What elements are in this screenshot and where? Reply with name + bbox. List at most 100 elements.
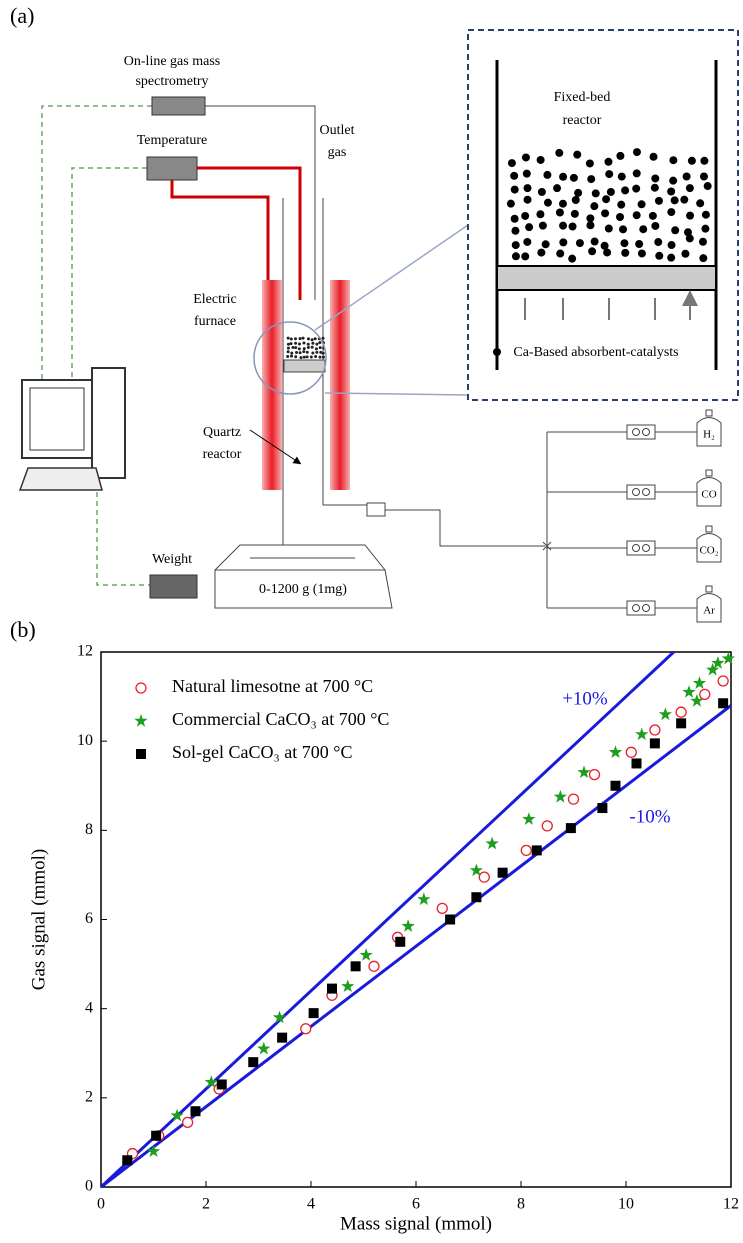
point bbox=[531, 845, 542, 856]
point bbox=[522, 812, 536, 825]
x-tick-label: 6 bbox=[412, 1196, 420, 1213]
point bbox=[676, 718, 687, 729]
point bbox=[717, 675, 729, 687]
point bbox=[417, 892, 431, 906]
point bbox=[520, 844, 532, 857]
point bbox=[300, 1023, 312, 1035]
label: Electric bbox=[193, 292, 237, 307]
point bbox=[395, 936, 406, 947]
point bbox=[608, 745, 623, 758]
x-tick-label: 12 bbox=[723, 1196, 739, 1213]
point bbox=[718, 698, 729, 709]
point bbox=[436, 902, 448, 915]
point bbox=[478, 871, 490, 883]
x-tick-label: 8 bbox=[517, 1196, 525, 1213]
point bbox=[308, 1008, 319, 1019]
label: gas bbox=[328, 145, 347, 160]
label: Fixed-bed bbox=[554, 90, 611, 105]
point bbox=[190, 1106, 201, 1117]
point bbox=[658, 707, 672, 721]
point bbox=[204, 1075, 218, 1088]
legend-label: Commercial CaCO₃ at 700 °C bbox=[172, 709, 389, 729]
label: reactor bbox=[563, 113, 602, 128]
point bbox=[706, 662, 720, 676]
panel-label: (a) bbox=[10, 3, 34, 28]
label: 0-1200 g (1mg) bbox=[259, 582, 347, 597]
x-axis-label: Mass signal (mmol) bbox=[340, 1213, 492, 1234]
point bbox=[553, 789, 567, 803]
label: Ca-Based absorbent-catalysts bbox=[513, 345, 678, 360]
point bbox=[692, 676, 707, 689]
setup-diagram: (a) On-line gas mass spectrometry Temperat… bbox=[10, 3, 739, 623]
point bbox=[541, 820, 553, 832]
point bbox=[649, 724, 661, 736]
y-tick-label: 0 bbox=[85, 1178, 93, 1195]
point bbox=[690, 694, 704, 707]
label: Weight bbox=[152, 552, 192, 567]
gas-label: H₂ bbox=[703, 429, 715, 441]
x-tick-label: 0 bbox=[97, 1196, 105, 1213]
point bbox=[368, 960, 380, 972]
point bbox=[485, 836, 499, 850]
chart: (b) 0 2 4 6 8 10 12 0 2 4 6 8 10 12 Mass signal (mmol) G… bbox=[10, 617, 739, 1234]
gas-label: Ar bbox=[703, 605, 715, 617]
y-tick-label: 2 bbox=[85, 1089, 93, 1106]
point bbox=[170, 1108, 184, 1122]
point bbox=[272, 1010, 287, 1024]
label: Temperature bbox=[137, 133, 208, 148]
point bbox=[577, 765, 591, 778]
point bbox=[721, 651, 735, 665]
point bbox=[565, 823, 576, 834]
point bbox=[359, 948, 373, 961]
label: On-line gas mass bbox=[124, 54, 220, 69]
point bbox=[682, 685, 696, 698]
point bbox=[122, 1155, 133, 1166]
y-tick-label: 10 bbox=[77, 732, 93, 749]
y-tick-label: 12 bbox=[77, 643, 93, 660]
y-tick-label: 8 bbox=[85, 821, 93, 838]
y-tick-label: 6 bbox=[85, 910, 93, 927]
point bbox=[635, 727, 649, 741]
x-tick-label: 4 bbox=[307, 1196, 315, 1213]
point bbox=[248, 1057, 259, 1068]
point bbox=[341, 979, 355, 992]
label: furnace bbox=[194, 314, 236, 329]
point bbox=[567, 793, 580, 805]
point bbox=[401, 919, 415, 932]
y-tick-label: 4 bbox=[85, 999, 93, 1016]
legend-label: Sol-gel CaCO₃ at 700 °C bbox=[172, 742, 352, 762]
point bbox=[469, 863, 483, 877]
point bbox=[675, 706, 687, 718]
point bbox=[151, 1130, 162, 1141]
point bbox=[631, 758, 642, 769]
point bbox=[181, 1116, 194, 1129]
x-tick-label: 2 bbox=[202, 1196, 210, 1213]
point bbox=[625, 746, 637, 758]
reference-label: +10% bbox=[562, 688, 608, 709]
point bbox=[497, 867, 508, 878]
point bbox=[699, 688, 711, 701]
point bbox=[471, 892, 482, 903]
point bbox=[649, 738, 660, 749]
point bbox=[216, 1079, 227, 1090]
legend-swatch bbox=[135, 682, 147, 694]
point bbox=[711, 656, 725, 669]
label: reactor bbox=[203, 447, 242, 462]
point bbox=[350, 961, 361, 972]
label: Quartz bbox=[203, 425, 241, 440]
gas-label: CO₂ bbox=[699, 545, 718, 557]
reference-label: -10% bbox=[629, 806, 670, 827]
point bbox=[277, 1032, 288, 1043]
point bbox=[610, 780, 621, 791]
gas-label: CO bbox=[701, 489, 716, 501]
panel-label: (b) bbox=[10, 617, 36, 642]
legend-swatch bbox=[134, 714, 148, 727]
legend-swatch bbox=[136, 749, 146, 759]
reference-line bbox=[99, 650, 675, 1189]
point bbox=[597, 803, 608, 814]
y-axis-label: Gas signal (mmol) bbox=[28, 849, 49, 990]
point bbox=[257, 1041, 271, 1055]
point bbox=[588, 768, 601, 781]
label: Outlet bbox=[320, 123, 355, 138]
